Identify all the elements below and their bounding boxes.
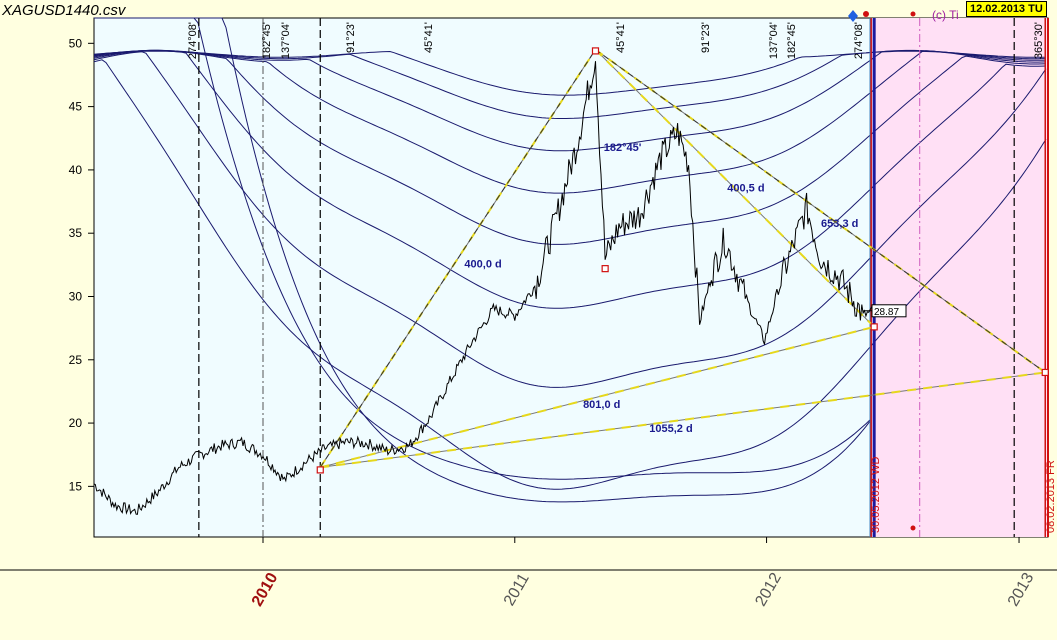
measurement-label: 801,0 d (583, 399, 620, 411)
bottom-dot-marker (910, 525, 916, 531)
diamond-marker (848, 10, 858, 22)
gann-arc-low (94, 17, 871, 480)
rotated-date-label: 30.05.2012 WD (870, 457, 882, 533)
angle-label: 182°45' (786, 22, 798, 59)
rotated-date-label: 08.02.2013 FR (1045, 460, 1057, 533)
pivot-marker (601, 265, 609, 273)
angle-label: 274°08' (853, 22, 865, 59)
x-tick-label: 2012 (752, 570, 785, 609)
y-tick-label: 40 (69, 163, 83, 177)
angle-label: 45°41' (423, 22, 435, 53)
y-tick-label: 35 (69, 226, 83, 240)
y-tick-label: 25 (69, 353, 83, 367)
angle-label: 274°08' (187, 22, 199, 59)
gann-arc (93, 50, 1047, 309)
y-tick-label: 20 (69, 416, 83, 430)
x-tick-label: 2011 (501, 571, 533, 609)
angle-label: 137°04' (280, 22, 292, 59)
measurement-label: 653,3 d (821, 218, 858, 230)
gann-arc (93, 51, 1047, 388)
top-dot-marker (863, 11, 869, 17)
price-tag-label: 28.87 (874, 307, 899, 318)
x-tick-label: 2013 (1005, 570, 1038, 609)
trendline-dashed (319, 49, 596, 468)
pivot-marker (1041, 368, 1049, 377)
measurement-label: 182°45' (604, 142, 642, 154)
measurement-label: 1055,2 d (649, 423, 692, 435)
angle-label: 45°41' (615, 22, 627, 53)
price-line (93, 61, 874, 515)
gann-arc (93, 49, 1047, 245)
trendline-dashed (595, 49, 1046, 373)
angle-label: 91°23' (700, 22, 712, 53)
gann-arc-low (94, 17, 871, 503)
angle-label: 365°30' (1033, 22, 1045, 59)
current-date-badge: 12.02.2013 TU (966, 1, 1047, 17)
file-title: XAGUSD1440.csv (2, 2, 126, 19)
trendline (320, 371, 1046, 469)
trendline (594, 48, 875, 328)
pivot-marker (591, 47, 600, 55)
angle-label: 182°45' (261, 22, 273, 59)
y-tick-label: 30 (69, 289, 83, 303)
forecast-zone (870, 18, 1048, 537)
angle-label: 91°23' (345, 22, 357, 53)
trendline (594, 48, 1046, 374)
angle-label: 137°04' (768, 22, 780, 59)
x-tick-label: 2010 (249, 570, 282, 609)
y-tick-label: 45 (69, 100, 83, 114)
pivot-marker (316, 466, 324, 474)
measurement-label: 400,5 d (727, 182, 764, 194)
price-tag-box (871, 304, 907, 318)
top-dot-marker (910, 11, 916, 17)
measurement-label: 400,0 d (464, 258, 501, 270)
gann-arc (93, 49, 1047, 194)
gann-arc (93, 49, 1047, 152)
y-tick-label: 15 (69, 479, 83, 493)
copyright-text: (c) Ti (932, 8, 959, 22)
y-tick-label: 50 (69, 36, 83, 50)
gann-arc (93, 59, 1047, 490)
pivot-marker (870, 323, 878, 331)
